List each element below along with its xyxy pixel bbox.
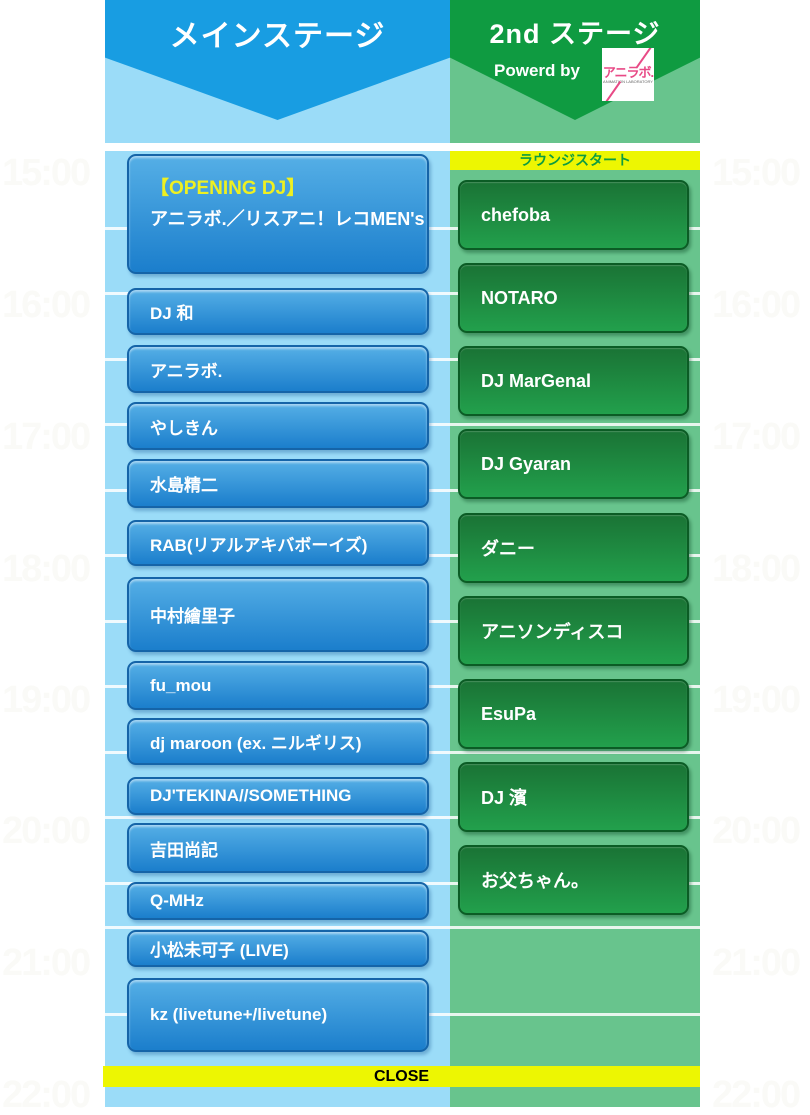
- act-block[interactable]: やしきん: [127, 402, 429, 450]
- time-label: 22:00: [712, 1074, 801, 1115]
- act-label: アニラボ.: [150, 361, 223, 381]
- header-body-divider: [105, 143, 700, 151]
- time-label: 20:00: [712, 810, 801, 852]
- time-label: 19:00: [2, 679, 91, 721]
- act-label: Q-MHz: [150, 891, 204, 910]
- act-label: DJ 濱: [481, 788, 528, 808]
- time-label: 18:00: [712, 548, 801, 590]
- time-label: 19:00: [712, 679, 801, 721]
- act-label: DJ'TEKINA//SOMETHING: [150, 786, 352, 805]
- act-tag: 【OPENING DJ】: [150, 178, 306, 199]
- act-block[interactable]: DJ Gyaran: [458, 429, 689, 499]
- act-block[interactable]: アニラボ.: [127, 345, 429, 393]
- second-stage-title: 2nd ステージ: [489, 19, 661, 49]
- time-label: 16:00: [2, 284, 91, 326]
- act-block[interactable]: fu_mou: [127, 661, 429, 710]
- time-label: 22:00: [2, 1074, 91, 1115]
- act-label: fu_mou: [150, 675, 212, 695]
- act-label: kz (livetune+/livetune): [150, 1005, 328, 1024]
- time-label: 17:00: [2, 416, 91, 458]
- act-block[interactable]: DJ MarGenal: [458, 346, 689, 416]
- act-block[interactable]: ダニー: [458, 513, 689, 583]
- act-block[interactable]: 中村繪里子: [127, 577, 429, 652]
- act-label: 吉田尚記: [150, 840, 218, 860]
- time-label: 17:00: [712, 416, 801, 458]
- act-block[interactable]: アニソンディスコ: [458, 596, 689, 666]
- hour-gridline: [105, 816, 700, 819]
- act-label: RAB(リアルアキバボーイズ): [150, 535, 368, 555]
- act-label: ダニー: [481, 539, 535, 559]
- act-label: DJ 和: [150, 304, 194, 323]
- act-label: DJ MarGenal: [481, 370, 592, 391]
- time-label: 21:00: [712, 942, 801, 984]
- act-label: アニラボ.／リスアニ！レコMEN's: [150, 209, 425, 229]
- act-block[interactable]: RAB(リアルアキバボーイズ): [127, 520, 429, 566]
- lounge-start-banner: ラウンジスタート: [450, 151, 700, 170]
- act-block[interactable]: 【OPENING DJ】アニラボ.／リスアニ！レコMEN's: [127, 154, 429, 274]
- act-block[interactable]: kz (livetune+/livetune): [127, 978, 429, 1052]
- act-label: お父ちゃん。: [481, 871, 589, 891]
- time-label: 20:00: [2, 810, 91, 852]
- act-block[interactable]: EsuPa: [458, 679, 689, 749]
- main-stage-title: メインステージ: [169, 20, 386, 53]
- act-block[interactable]: NOTARO: [458, 263, 689, 333]
- act-label: EsuPa: [481, 703, 537, 724]
- act-block[interactable]: dj maroon (ex. ニルギリス): [127, 718, 429, 765]
- act-label: NOTARO: [481, 287, 558, 308]
- logo-slash-icon: [604, 80, 621, 101]
- logo-name: アニラボ.: [602, 64, 654, 80]
- time-label: 16:00: [712, 284, 801, 326]
- act-label: DJ Gyaran: [481, 453, 572, 474]
- second-stage-column: 2nd ステージ Powerd by アニラボ. ANIMATION LABOR…: [450, 0, 700, 1107]
- act-label: アニソンディスコ: [481, 622, 624, 642]
- act-block[interactable]: 水島精二: [127, 459, 429, 508]
- act-block[interactable]: 小松未可子 (LIVE): [127, 930, 429, 967]
- act-block[interactable]: 吉田尚記: [127, 823, 429, 873]
- act-block[interactable]: お父ちゃん。: [458, 845, 689, 915]
- main-stage-column: メインステージ 【OPENING DJ】アニラボ.／リスアニ！レコMEN's DJ…: [105, 0, 450, 1107]
- hour-gridline: [105, 926, 700, 929]
- act-label: chefoba: [481, 204, 551, 225]
- act-label: 小松未可子 (LIVE): [150, 941, 289, 960]
- anilabo-logo: アニラボ. ANIMATION LABORATORY: [602, 48, 654, 101]
- act-label: 中村繪里子: [150, 607, 235, 626]
- close-banner: CLOSE: [103, 1066, 700, 1087]
- time-label: 18:00: [2, 548, 91, 590]
- act-block[interactable]: DJ 和: [127, 288, 429, 335]
- time-label: 15:00: [712, 152, 801, 194]
- act-label: dj maroon (ex. ニルギリス): [150, 734, 362, 753]
- act-label: 水島精二: [150, 476, 218, 495]
- logo-caption: ANIMATION LABORATORY: [603, 78, 653, 84]
- powered-by-label: Powerd by: [494, 61, 580, 80]
- act-block[interactable]: DJ 濱: [458, 762, 689, 832]
- act-block[interactable]: DJ'TEKINA//SOMETHING: [127, 777, 429, 815]
- act-block[interactable]: Q-MHz: [127, 882, 429, 920]
- time-label: 15:00: [2, 152, 91, 194]
- act-block[interactable]: chefoba: [458, 180, 689, 250]
- time-label: 21:00: [2, 942, 91, 984]
- act-label: やしきん: [150, 418, 218, 438]
